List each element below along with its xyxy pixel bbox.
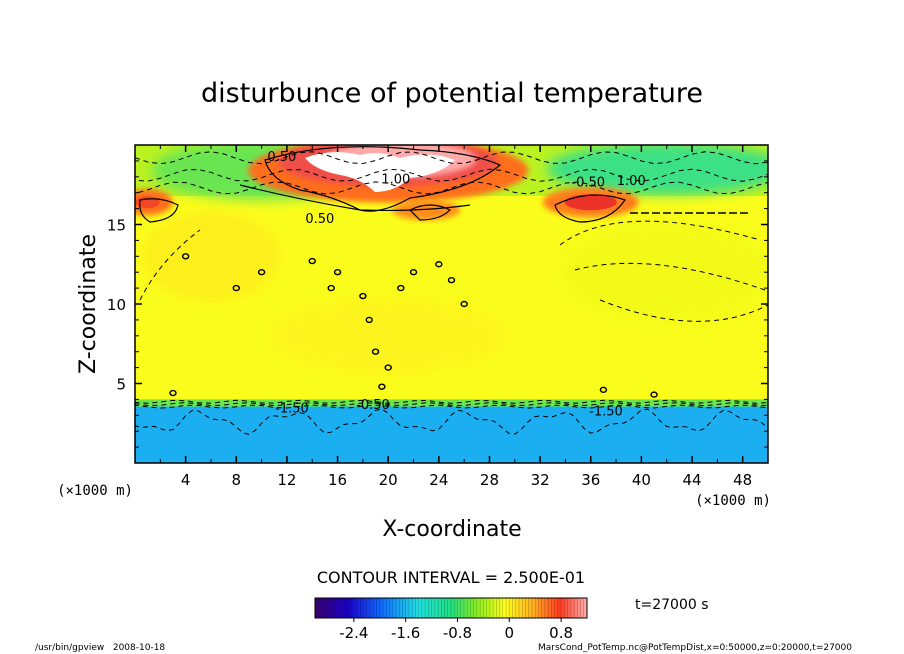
contour-small (435, 261, 443, 268)
contour-label: -1.50 (589, 405, 623, 420)
field-warm-peak (305, 152, 455, 192)
x-tick-label: 16 (328, 471, 347, 489)
x-tick-label: 40 (632, 471, 651, 489)
contour-labels: 0.50 1.00 0.50 -0.50 1.00 -1.50 -0.50 -1.50 (267, 150, 645, 419)
field-upper-green-right (546, 145, 768, 195)
x-tick-label: 44 (682, 471, 701, 489)
x-tick-label: 32 (531, 471, 550, 489)
y-tick-label: 10 (107, 296, 126, 314)
contour-label: 1.00 (617, 174, 646, 189)
contour-right-arc (574, 262, 766, 291)
contour-lines (135, 146, 768, 435)
y-tick-label: 15 (107, 217, 126, 235)
y-axis-label: Z-coordinate (76, 234, 101, 374)
contour-small (169, 389, 177, 397)
contour-label: -0.50 (356, 398, 390, 413)
x-tick-label: 24 (429, 471, 448, 489)
contour-small (409, 269, 418, 276)
colorbar-tick-label: -2.4 (339, 624, 368, 642)
field-warm-right-core (564, 194, 617, 211)
contour-small (359, 292, 367, 300)
x-axis-ticks: 4 8 12 16 20 24 28 32 36 40 44 48 (159, 145, 752, 489)
contour-small (181, 253, 190, 260)
contour-small (365, 316, 373, 324)
contour-left-arc (139, 229, 201, 301)
contour-interval: CONTOUR INTERVAL = 2.500E-01 (317, 568, 585, 587)
contour-small (447, 276, 456, 284)
contour-small (397, 284, 405, 292)
contour-right-arc (599, 299, 768, 322)
x-tick-label: 28 (480, 471, 499, 489)
contour-small (232, 284, 240, 292)
footer-right: MarsCond_PotTemp.nc@PotTempDist,x=0:5000… (538, 643, 852, 653)
contour-warm-right (554, 194, 626, 223)
field-lower-layer (135, 402, 768, 463)
contour-upper (135, 181, 768, 195)
colorbar-tick-label: -0.8 (443, 624, 472, 642)
y-unit-label: (×1000 m) (57, 483, 133, 499)
y-tick-label: 5 (116, 376, 126, 394)
contour-label: -0.50 (571, 176, 605, 191)
x-tick-label: 4 (181, 471, 191, 489)
x-unit-label: (×1000 m) (695, 493, 771, 509)
x-tick-label: 48 (733, 471, 752, 489)
footer-left: /usr/bin/gpview 2008-10-18 (35, 643, 165, 653)
contour-small (599, 386, 608, 394)
chart-title: disturbunce of potential temperature (201, 78, 703, 109)
contour-small (650, 391, 658, 398)
contour-small (333, 269, 342, 276)
colorbar-tick-label: 0.8 (549, 624, 573, 642)
x-tick-label: 36 (581, 471, 600, 489)
x-tick-label: 20 (379, 471, 398, 489)
contour-label: 0.50 (267, 150, 296, 165)
colorbar-stripes (314, 598, 588, 618)
contour-label: 0.50 (305, 212, 334, 227)
contour-right-arc (559, 220, 761, 246)
field-patch (140, 211, 281, 302)
contour-small (378, 383, 386, 390)
contour-label: -1.50 (275, 401, 309, 416)
time-label: t=27000 s (635, 597, 709, 613)
contour-small (384, 364, 392, 371)
contour-upper (135, 151, 768, 165)
contour-label: 1.00 (381, 172, 410, 187)
contour-small (257, 269, 266, 276)
contour-upper (135, 168, 768, 182)
x-axis-label: X-coordinate (382, 517, 521, 542)
contour-warm-left (139, 198, 179, 223)
colorbar-ticks: -2.4 -1.6 -0.8 0 0.8 (339, 618, 573, 642)
contour-warm-small (408, 204, 452, 221)
contour-lower-wave (135, 408, 768, 435)
contour-small (460, 300, 468, 308)
colorbar-tick-label: 0 (505, 624, 515, 642)
x-tick-label: 12 (277, 471, 296, 489)
field-patch (268, 295, 509, 376)
contour-warm-core (264, 146, 502, 212)
colorbar-tick-label: -1.6 (391, 624, 420, 642)
y-axis-ticks: 5 10 15 (107, 160, 768, 448)
contour-small (308, 257, 316, 265)
contour-small (327, 284, 335, 292)
contour-warm-base (239, 184, 471, 212)
field-patch (556, 217, 768, 328)
contour-small (371, 348, 380, 355)
x-tick-label: 8 (232, 471, 242, 489)
